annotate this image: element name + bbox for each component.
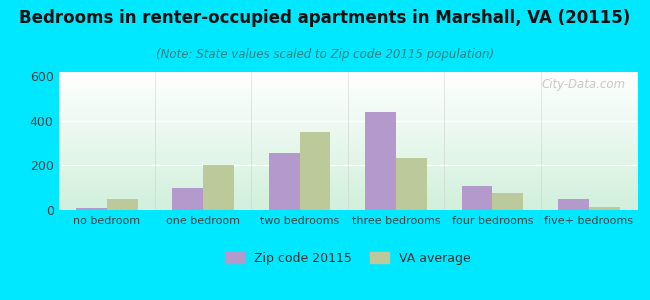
Bar bbox=[589, 207, 619, 210]
Bar bbox=[365, 112, 396, 210]
Text: City-Data.com: City-Data.com bbox=[541, 77, 625, 91]
Bar bbox=[558, 199, 589, 210]
Bar bbox=[203, 166, 234, 210]
Bar bbox=[300, 132, 330, 210]
Bar bbox=[493, 193, 523, 210]
Bar bbox=[396, 158, 427, 210]
Bar bbox=[76, 208, 107, 210]
Bar bbox=[268, 153, 300, 210]
Bar bbox=[462, 185, 492, 210]
Bar bbox=[172, 188, 203, 210]
Text: Bedrooms in renter-occupied apartments in Marshall, VA (20115): Bedrooms in renter-occupied apartments i… bbox=[20, 9, 630, 27]
Text: (Note: State values scaled to Zip code 20115 population): (Note: State values scaled to Zip code 2… bbox=[156, 48, 494, 61]
Legend: Zip code 20115, VA average: Zip code 20115, VA average bbox=[220, 247, 476, 270]
Bar bbox=[107, 199, 138, 210]
